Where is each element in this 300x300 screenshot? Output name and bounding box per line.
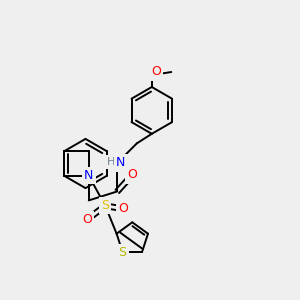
Text: N: N xyxy=(116,156,126,170)
Text: O: O xyxy=(118,202,128,215)
Text: O: O xyxy=(152,65,161,79)
Text: N: N xyxy=(84,169,94,182)
Text: S: S xyxy=(101,199,109,212)
Text: O: O xyxy=(128,168,137,182)
Text: O: O xyxy=(82,213,92,226)
Text: S: S xyxy=(118,246,127,259)
Text: H: H xyxy=(106,157,115,167)
